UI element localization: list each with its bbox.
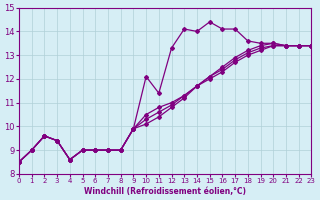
X-axis label: Windchill (Refroidissement éolien,°C): Windchill (Refroidissement éolien,°C) — [84, 187, 246, 196]
